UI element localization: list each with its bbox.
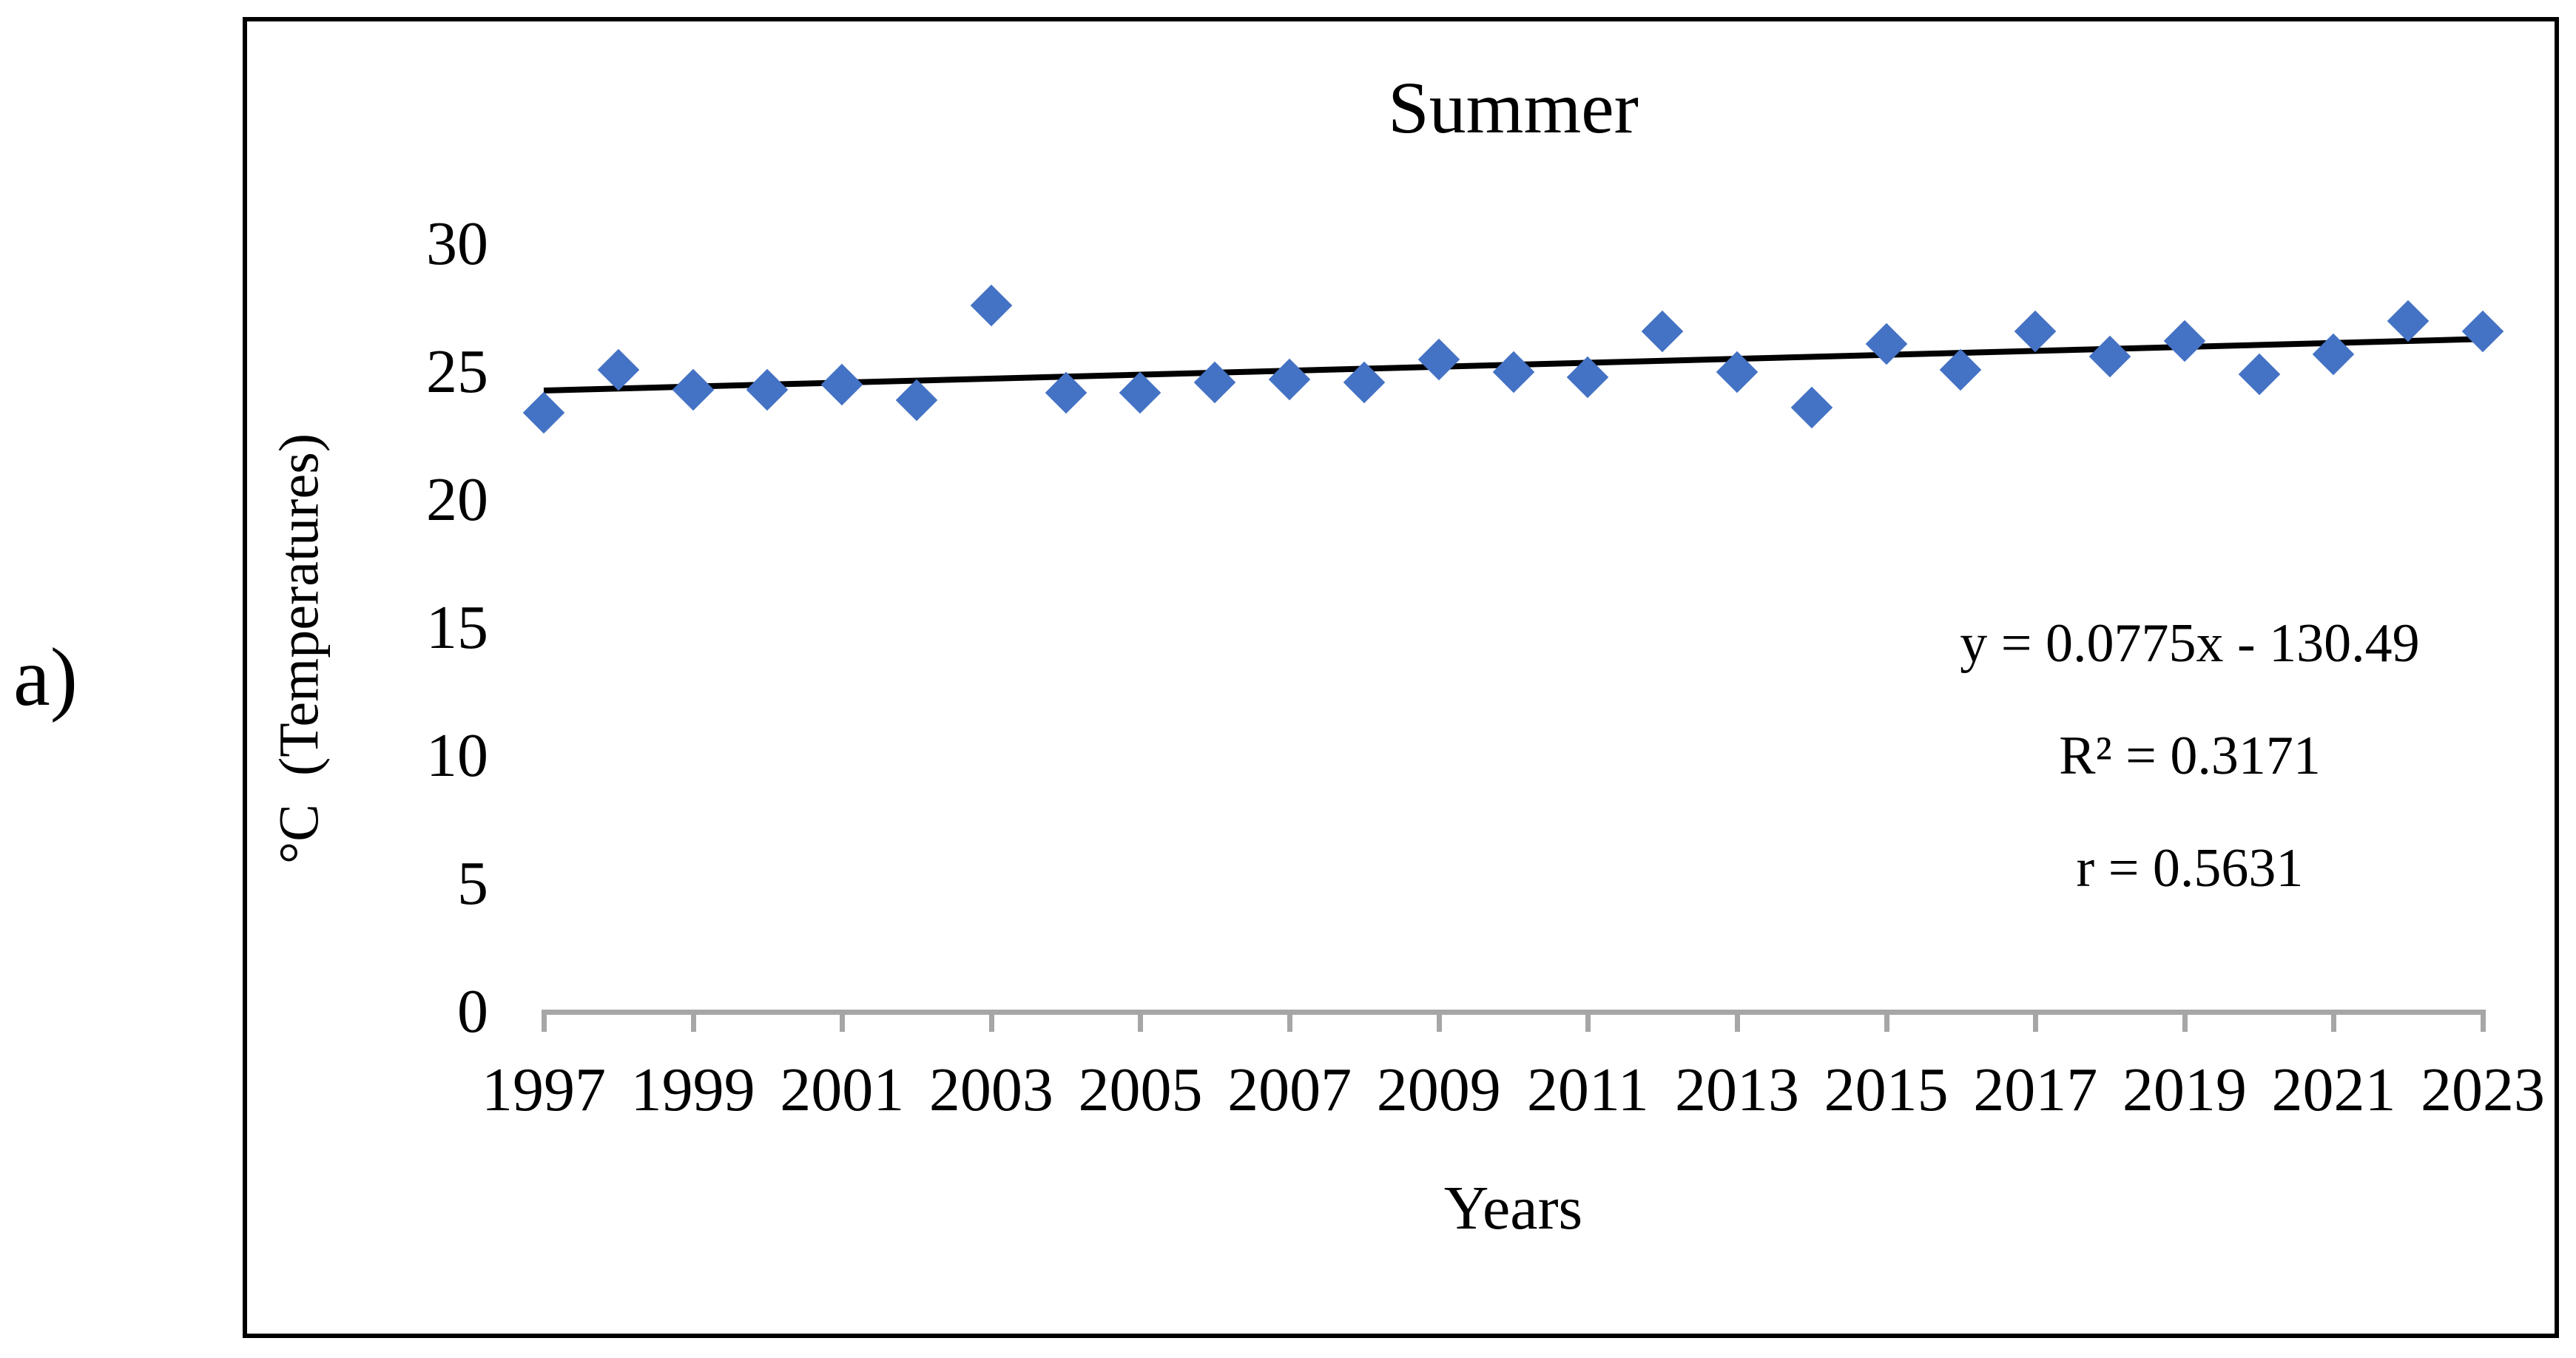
x-tick-label: 2001 <box>780 1055 905 1124</box>
x-tick-label: 2017 <box>1973 1055 2098 1124</box>
x-axis-tick <box>840 1010 846 1032</box>
chart-title: Summer <box>1388 67 1639 149</box>
r-value: r = 0.5631 <box>2076 838 2304 899</box>
r-squared-value: R² = 0.3171 <box>2059 726 2321 786</box>
x-tick-label: 2015 <box>1824 1055 1949 1124</box>
x-axis-title: Years <box>1443 1174 1583 1243</box>
x-axis-tick <box>1287 1010 1293 1032</box>
x-tick-label: 2005 <box>1078 1055 1203 1124</box>
y-tick-label: 0 <box>457 977 488 1046</box>
y-tick-label: 5 <box>457 849 488 918</box>
x-axis-tick <box>1884 1010 1889 1032</box>
y-tick-label: 10 <box>426 721 488 790</box>
y-tick-label: 20 <box>426 465 488 534</box>
x-tick-label: 2003 <box>928 1055 1053 1124</box>
x-axis-tick <box>2481 1010 2486 1032</box>
x-axis-line <box>542 1010 2486 1015</box>
x-tick-label: 2009 <box>1376 1055 1501 1124</box>
x-axis-tick <box>2033 1010 2039 1032</box>
x-axis-tick <box>1734 1010 1740 1032</box>
x-tick-label: 2007 <box>1227 1055 1352 1124</box>
x-axis-tick <box>542 1010 547 1032</box>
x-tick-label: 2019 <box>2122 1055 2247 1124</box>
x-tick-label: 2011 <box>1526 1055 1649 1124</box>
x-axis-tick <box>1585 1010 1591 1032</box>
x-tick-label: 2021 <box>2271 1055 2396 1124</box>
x-axis-tick <box>1138 1010 1144 1032</box>
x-axis-tick <box>2331 1010 2337 1032</box>
y-tick-label: 15 <box>426 593 488 662</box>
x-axis-tick <box>1436 1010 1442 1032</box>
trendline-equation: y = 0.0775x - 130.49 <box>1960 613 2420 674</box>
x-tick-label: 2023 <box>2421 1055 2546 1124</box>
trendline-annotation: y = 0.0775x - 130.49 R² = 0.3171 r = 0.5… <box>1879 587 2501 925</box>
figure-label: a) <box>13 632 78 723</box>
y-tick-label: 25 <box>426 337 488 406</box>
x-tick-label: 1999 <box>630 1055 755 1124</box>
x-axis-tick <box>988 1010 994 1032</box>
x-tick-label: 1997 <box>482 1055 606 1124</box>
x-axis-tick <box>690 1010 696 1032</box>
x-tick-label: 2013 <box>1674 1055 1799 1124</box>
y-tick-label: 30 <box>426 209 488 278</box>
x-axis-tick <box>2182 1010 2188 1032</box>
chart-frame <box>243 17 2559 1338</box>
